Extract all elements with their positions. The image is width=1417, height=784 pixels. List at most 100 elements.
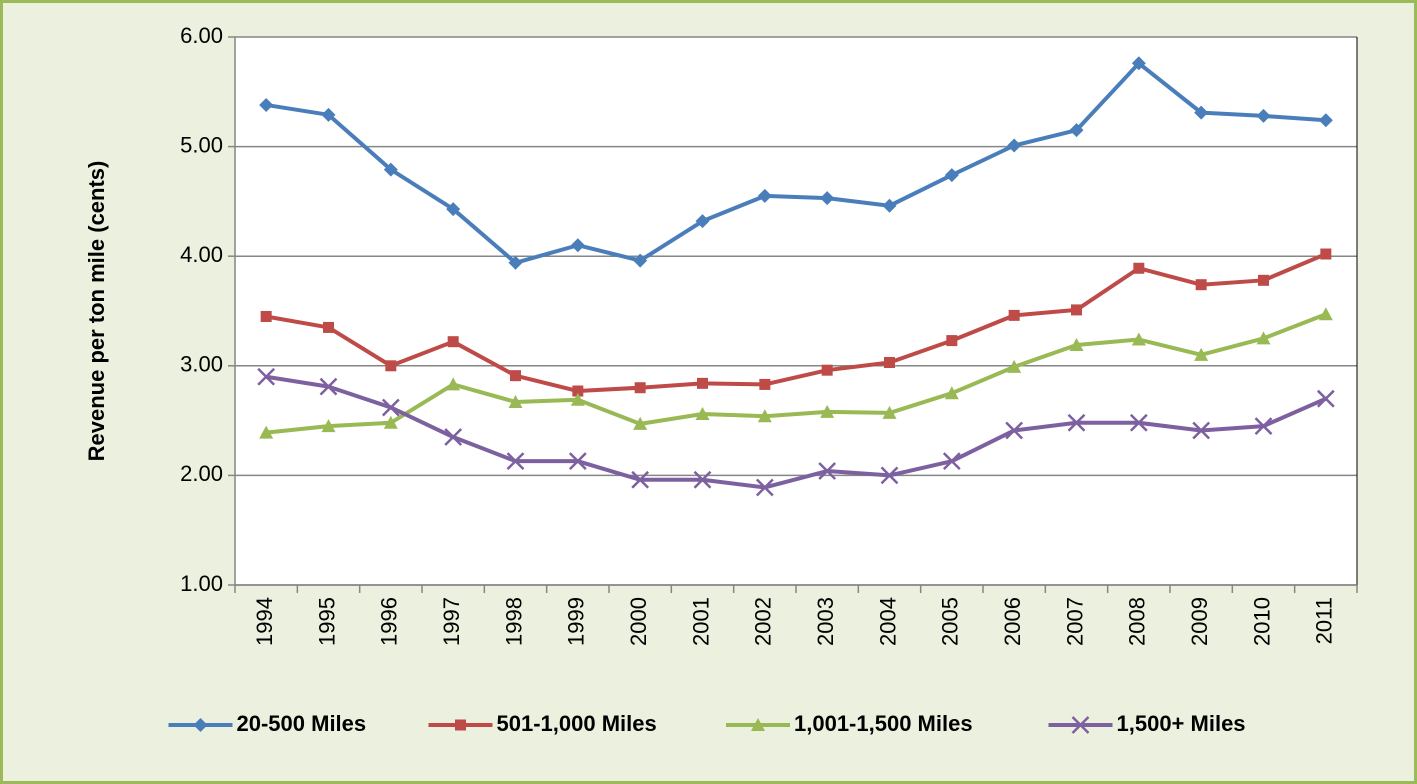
marker bbox=[1194, 105, 1209, 120]
legend-label: 1,001-1,500 Miles bbox=[794, 711, 973, 736]
legend-marker bbox=[455, 719, 466, 731]
marker bbox=[1318, 307, 1333, 321]
y-tick-label: 6.00 bbox=[180, 23, 223, 48]
marker bbox=[260, 310, 272, 322]
marker bbox=[446, 377, 461, 391]
marker bbox=[568, 452, 587, 471]
marker bbox=[944, 386, 959, 400]
x-tick-label: 1998 bbox=[501, 597, 526, 646]
marker bbox=[321, 107, 336, 122]
marker bbox=[383, 162, 398, 177]
marker bbox=[570, 392, 585, 406]
marker bbox=[633, 416, 648, 430]
marker bbox=[1008, 309, 1020, 321]
legend-label: 1,500+ Miles bbox=[1117, 711, 1246, 736]
x-tick-label: 2006 bbox=[1000, 597, 1025, 646]
marker bbox=[1318, 113, 1333, 128]
marker bbox=[942, 452, 961, 471]
marker bbox=[631, 470, 650, 489]
marker bbox=[759, 378, 771, 390]
marker bbox=[1254, 417, 1273, 435]
marker bbox=[447, 336, 459, 348]
series-line bbox=[265, 312, 1327, 435]
marker bbox=[446, 202, 461, 217]
marker bbox=[510, 370, 521, 382]
y-tick-label: 4.00 bbox=[180, 242, 223, 267]
marker bbox=[257, 367, 276, 386]
marker bbox=[508, 255, 523, 270]
marker bbox=[757, 188, 772, 203]
marker bbox=[259, 97, 274, 112]
x-tick-label: 2009 bbox=[1187, 597, 1212, 646]
marker bbox=[755, 478, 774, 497]
marker bbox=[1007, 138, 1022, 153]
legend-label: 501-1,000 Miles bbox=[497, 711, 657, 736]
x-tick-label: 1997 bbox=[439, 597, 464, 646]
x-tick-label: 2000 bbox=[626, 597, 651, 646]
x-tick-label: 1996 bbox=[377, 597, 402, 646]
marker bbox=[1131, 56, 1146, 71]
marker bbox=[506, 452, 525, 471]
marker bbox=[820, 191, 835, 206]
marker bbox=[572, 385, 584, 397]
x-tick-label: 2001 bbox=[688, 597, 713, 646]
x-tick-label: 2008 bbox=[1125, 597, 1150, 646]
marker bbox=[444, 428, 463, 446]
marker bbox=[1320, 248, 1332, 260]
x-tick-label: 2002 bbox=[751, 597, 776, 646]
marker bbox=[695, 407, 710, 421]
marker bbox=[697, 377, 708, 389]
plot-area bbox=[235, 37, 1357, 585]
marker bbox=[633, 253, 648, 268]
marker bbox=[693, 470, 712, 489]
marker bbox=[383, 415, 398, 429]
marker bbox=[880, 466, 899, 485]
marker bbox=[884, 357, 895, 369]
marker bbox=[1071, 304, 1082, 316]
x-tick-label: 1995 bbox=[314, 597, 339, 646]
legend-marker bbox=[751, 718, 765, 731]
marker bbox=[1192, 421, 1211, 440]
series-line bbox=[265, 61, 1326, 265]
marker bbox=[1258, 274, 1269, 286]
marker bbox=[319, 377, 338, 396]
x-tick-label: 2004 bbox=[875, 597, 900, 646]
marker bbox=[1131, 332, 1146, 346]
marker bbox=[323, 321, 334, 333]
marker bbox=[946, 335, 958, 347]
y-tick-label: 3.00 bbox=[180, 352, 223, 377]
marker bbox=[508, 394, 523, 408]
marker bbox=[1005, 421, 1024, 440]
x-tick-label: 2003 bbox=[813, 597, 838, 646]
marker bbox=[385, 360, 397, 372]
series-line bbox=[265, 374, 1327, 490]
marker bbox=[1256, 331, 1271, 345]
legend-label: 20-500 Miles bbox=[237, 711, 367, 736]
series-line bbox=[265, 252, 1327, 394]
marker bbox=[821, 364, 833, 376]
marker bbox=[1069, 337, 1084, 351]
marker bbox=[882, 405, 897, 419]
y-tick-label: 2.00 bbox=[180, 461, 223, 486]
legend-marker bbox=[193, 718, 208, 732]
marker bbox=[818, 462, 837, 480]
marker bbox=[757, 409, 772, 423]
marker bbox=[259, 425, 274, 439]
marker bbox=[634, 382, 646, 394]
legend-marker bbox=[1071, 716, 1090, 734]
y-tick-label: 5.00 bbox=[180, 132, 223, 157]
marker bbox=[381, 398, 400, 417]
marker bbox=[1194, 347, 1209, 361]
marker bbox=[1067, 413, 1086, 432]
y-axis-title: Revenue per ton mile (cents) bbox=[84, 161, 109, 462]
marker bbox=[1256, 108, 1271, 123]
marker bbox=[695, 214, 710, 229]
marker bbox=[882, 198, 897, 213]
marker bbox=[570, 238, 585, 253]
marker bbox=[321, 419, 336, 433]
marker bbox=[1069, 123, 1084, 138]
x-tick-label: 2010 bbox=[1249, 597, 1274, 646]
x-tick-label: 2011 bbox=[1312, 597, 1337, 644]
x-tick-label: 1999 bbox=[564, 597, 589, 646]
